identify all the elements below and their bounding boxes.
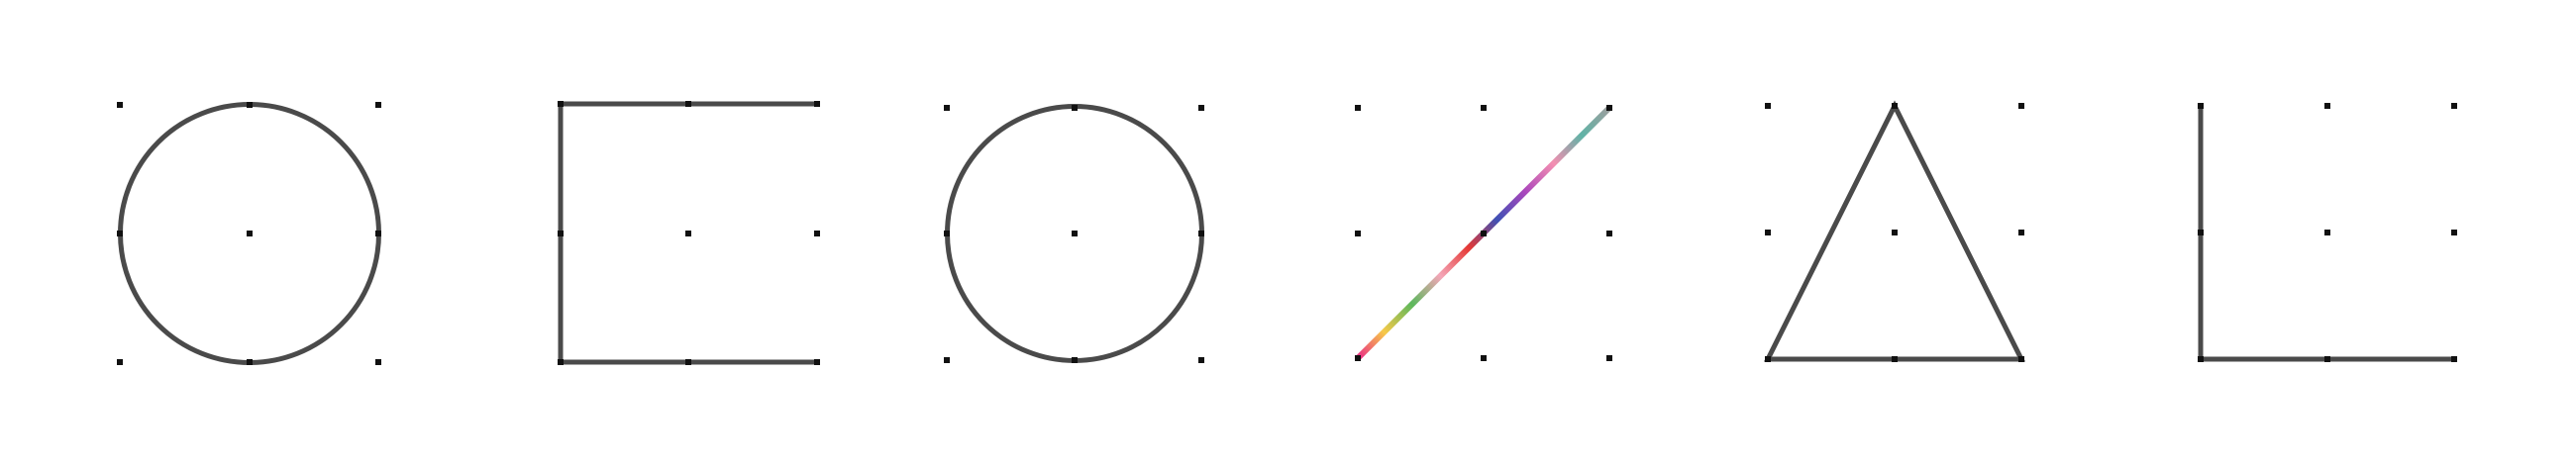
grid-point: [944, 357, 950, 363]
panel-1: [117, 102, 381, 365]
grid-point: [1355, 105, 1361, 111]
grid-point: [1481, 231, 1487, 236]
grid-point: [558, 359, 564, 365]
grid-point: [814, 231, 820, 236]
grid-point: [1765, 230, 1771, 235]
grid-point: [1606, 355, 1612, 361]
grid-point: [1072, 357, 1078, 363]
grid-point: [944, 231, 950, 236]
grid-point: [1355, 355, 1361, 361]
grid-point: [2324, 230, 2330, 235]
grid-point: [2324, 103, 2330, 109]
grid-point: [944, 105, 950, 111]
grid-point: [2451, 230, 2457, 235]
grid-point: [2018, 230, 2024, 235]
grid-point: [1481, 105, 1487, 111]
panel-6: [2198, 103, 2457, 362]
grid-point: [2198, 356, 2204, 362]
grid-point: [117, 102, 123, 108]
grid-point: [2451, 356, 2457, 362]
grid-point: [1892, 230, 1898, 235]
grid-point: [2018, 356, 2024, 362]
panel-3: [944, 104, 1204, 363]
grid-point: [247, 231, 253, 236]
grid-point: [117, 359, 123, 365]
grid-point: [2451, 103, 2457, 109]
grid-point: [2018, 103, 2024, 109]
grid-point: [685, 359, 691, 365]
grid-point: [1198, 357, 1204, 363]
grid-point: [685, 231, 691, 236]
panel-2: [558, 101, 820, 365]
grid-point: [1765, 103, 1771, 109]
grid-point: [1892, 103, 1898, 109]
grid-point: [2198, 103, 2204, 109]
grid-point: [685, 101, 691, 107]
grid-point: [1892, 356, 1898, 362]
grid-point: [1606, 105, 1612, 111]
panel-5: [1763, 100, 2026, 362]
grid-point: [247, 359, 253, 365]
grid-point: [375, 102, 381, 108]
grid-point: [117, 231, 123, 236]
grid-point: [2198, 230, 2204, 235]
grid-point: [375, 359, 381, 365]
grid-point: [1355, 231, 1361, 236]
grid-point: [1072, 105, 1078, 111]
grid-point: [558, 101, 564, 107]
grid-point: [1481, 355, 1487, 361]
grid-point: [2324, 356, 2330, 362]
panels-layer: [117, 100, 2457, 365]
grid-point: [1198, 105, 1204, 111]
panel-4: [1355, 105, 1612, 361]
grid-point: [1765, 356, 1771, 362]
grid-point: [558, 231, 564, 236]
grid-point: [1198, 231, 1204, 236]
grid-point: [814, 359, 820, 365]
grid-point: [247, 102, 253, 108]
grid-point: [375, 231, 381, 236]
grid-point: [814, 101, 820, 107]
grid-point: [1606, 231, 1612, 236]
grid-point: [1072, 231, 1078, 236]
